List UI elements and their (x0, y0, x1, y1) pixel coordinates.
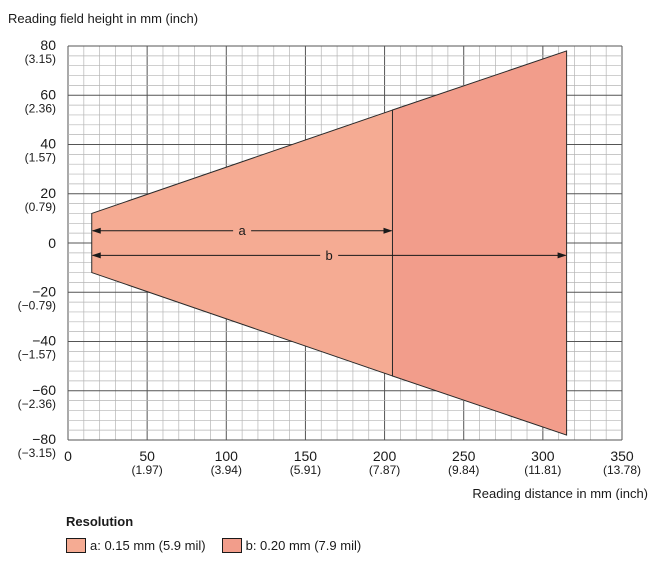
legend-swatch-b (221, 538, 242, 553)
legend-label-b: b: 0.20 mm (7.9 mil) (245, 538, 362, 553)
x-tick-label: 300 (531, 448, 555, 464)
reading-field-area-b (391, 50, 568, 436)
x-tick-label: 350 (610, 448, 634, 464)
reading-field-areas (91, 50, 568, 436)
distance-arrow-b: b (91, 248, 567, 263)
x-tick-label: 50 (139, 448, 155, 464)
y-tick-label: −60 (32, 382, 56, 398)
y-tick-label-inch: (−3.15) (18, 446, 56, 460)
legend-item-a: a: 0.15 mm (5.9 mil) (66, 538, 206, 553)
legend-swatch-a (66, 538, 86, 553)
y-tick-label: −20 (32, 283, 56, 299)
legend-title: Resolution (66, 514, 134, 529)
y-tick-label-inch: (−1.57) (18, 348, 56, 362)
y-tick-labels: 80(3.15) 60(2.36) 40(1.57) 20(0.79) 0 −20(−0.… (18, 37, 57, 460)
x-tick-label-inch: (5.91) (290, 463, 321, 477)
x-tick-label-inch: (7.87) (369, 463, 400, 477)
y-tick-label: 60 (40, 86, 56, 102)
arrow-label-b: b (326, 248, 333, 263)
y-tick-label: 40 (40, 136, 56, 152)
y-tick-label-inch: (−0.79) (18, 298, 56, 312)
y-tick-label-inch: (0.79) (25, 200, 56, 214)
x-tick-labels: 0 50(1.97)100(3.94)150(5.91)200(7.87)250(… (64, 448, 641, 477)
legend-label-a: a: 0.15 mm (5.9 mil) (90, 538, 206, 553)
x-tick-label: 0 (64, 448, 72, 464)
x-tick-label: 150 (294, 448, 318, 464)
y-tick-label-inch: (1.57) (25, 151, 56, 165)
y-axis-title: Reading field height in mm (inch) (8, 11, 198, 26)
x-tick-label-inch: (3.94) (211, 463, 242, 477)
x-tick-label-inch: (13.78) (603, 463, 641, 477)
y-tick-label: 20 (40, 185, 56, 201)
x-tick-label-inch: (1.97) (131, 463, 162, 477)
y-tick-label-inch: (−2.36) (18, 397, 56, 411)
x-tick-label-inch: (9.84) (448, 463, 479, 477)
y-tick-label: 80 (40, 37, 56, 53)
y-tick-label: −80 (32, 431, 56, 447)
arrowhead-right-a (383, 227, 393, 234)
reading-field-chart: Reading field height in mm (inch) ab 80(… (8, 11, 648, 500)
arrowhead-left-b (91, 252, 101, 259)
x-tick-label: 200 (373, 448, 397, 464)
arrow-label-a: a (238, 223, 246, 238)
y-tick-label-inch: (3.15) (25, 52, 56, 66)
legend-items: a: 0.15 mm (5.9 mil) b: 0.20 mm (7.9 mil… (66, 538, 377, 553)
x-tick-label: 250 (452, 448, 476, 464)
arrowhead-left-a (91, 227, 101, 234)
reading-distance-arrows: ab (91, 223, 567, 263)
legend-item-b: b: 0.20 mm (7.9 mil) (221, 538, 362, 553)
x-tick-label: 100 (215, 448, 239, 464)
x-tick-label-inch: (11.81) (524, 463, 561, 477)
legend: Resolution a: 0.15 mm (5.9 mil) b: 0.20 … (66, 514, 377, 553)
arrowhead-right-b (557, 252, 567, 259)
distance-arrow-a: a (91, 223, 393, 238)
y-tick-label-inch: (2.36) (25, 101, 56, 115)
y-tick-label: −40 (32, 333, 56, 349)
y-tick-label: 0 (48, 235, 56, 251)
x-axis-title: Reading distance in mm (inch) (472, 486, 648, 500)
